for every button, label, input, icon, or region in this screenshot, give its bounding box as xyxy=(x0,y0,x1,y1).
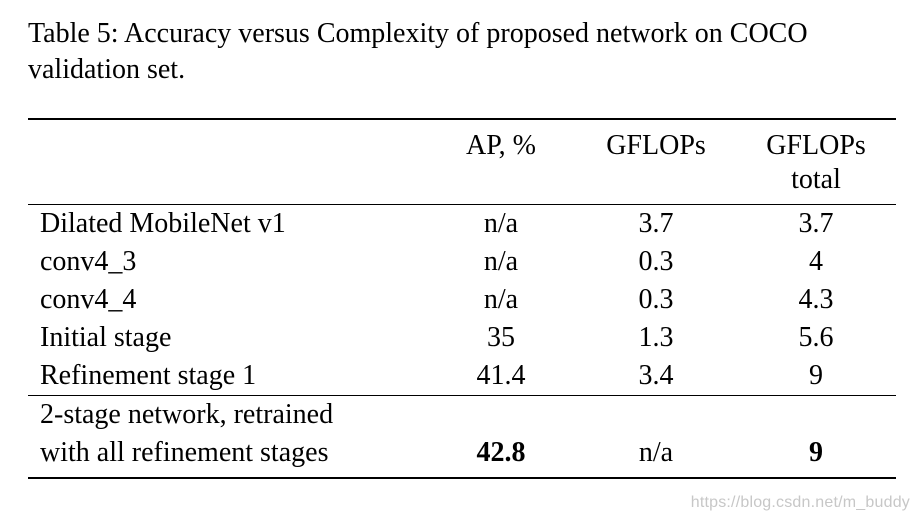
table-row: Initial stage 35 1.3 5.6 xyxy=(28,319,896,357)
table-container: Table 5: Accuracy versus Complexity of p… xyxy=(0,0,924,499)
header-ap: AP, % xyxy=(426,119,576,164)
row-label: conv4_4 xyxy=(28,281,426,319)
cell-empty xyxy=(576,395,736,434)
row-label: 2-stage network, retrained xyxy=(28,395,426,434)
header-empty-ap xyxy=(426,164,576,205)
table-row: conv4_4 n/a 0.3 4.3 xyxy=(28,281,896,319)
table-row: Dilated MobileNet v1 n/a 3.7 3.7 xyxy=(28,204,896,243)
table-row: conv4_3 n/a 0.3 4 xyxy=(28,243,896,281)
cell-ap: 41.4 xyxy=(426,357,576,396)
cell-gft: 3.7 xyxy=(736,204,896,243)
cell-gft: 5.6 xyxy=(736,319,896,357)
cell-gf: 3.7 xyxy=(576,204,736,243)
cell-gf: n/a xyxy=(576,434,736,478)
table-caption: Table 5: Accuracy versus Complexity of p… xyxy=(28,16,896,88)
table-header-row-2: total xyxy=(28,164,896,205)
cell-empty xyxy=(736,395,896,434)
header-empty-gf xyxy=(576,164,736,205)
row-label: Dilated MobileNet v1 xyxy=(28,204,426,243)
row-label: Initial stage xyxy=(28,319,426,357)
header-empty-2 xyxy=(28,164,426,205)
cell-gf: 0.3 xyxy=(576,281,736,319)
header-gflops-total-line1: GFLOPs xyxy=(736,119,896,164)
cell-ap: n/a xyxy=(426,281,576,319)
cell-gft: 9 xyxy=(736,357,896,396)
cell-gf: 0.3 xyxy=(576,243,736,281)
table-header-row: AP, % GFLOPs GFLOPs xyxy=(28,119,896,164)
cell-gft: 9 xyxy=(736,434,896,478)
cell-ap: n/a xyxy=(426,204,576,243)
cell-gf: 3.4 xyxy=(576,357,736,396)
cell-ap: 42.8 xyxy=(426,434,576,478)
row-label: with all refinement stages xyxy=(28,434,426,478)
table-row-final-line1: 2-stage network, retrained xyxy=(28,395,896,434)
header-gflops: GFLOPs xyxy=(576,119,736,164)
cell-gft: 4.3 xyxy=(736,281,896,319)
table-row: Refinement stage 1 41.4 3.4 9 xyxy=(28,357,896,396)
header-gflops-total-line2: total xyxy=(736,164,896,205)
row-label: Refinement stage 1 xyxy=(28,357,426,396)
row-label: conv4_3 xyxy=(28,243,426,281)
cell-ap: n/a xyxy=(426,243,576,281)
cell-gft: 4 xyxy=(736,243,896,281)
cell-ap: 35 xyxy=(426,319,576,357)
cell-empty xyxy=(426,395,576,434)
header-empty xyxy=(28,119,426,164)
table-row-final-line2: with all refinement stages 42.8 n/a 9 xyxy=(28,434,896,478)
results-table: AP, % GFLOPs GFLOPs total Dilated Mobile… xyxy=(28,118,896,479)
cell-gf: 1.3 xyxy=(576,319,736,357)
